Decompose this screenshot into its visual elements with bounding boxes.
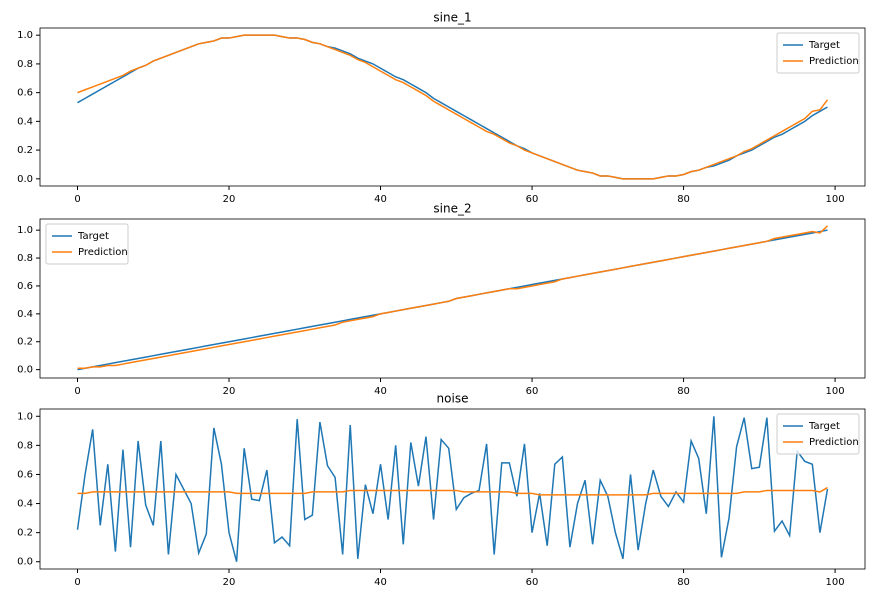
legend-label: Prediction	[78, 247, 128, 258]
subplot: noise 0.0 0.2 0.4 0.6 0.8 1.0 0 20 40 60 80 100 Targe…	[17, 392, 866, 588]
x-tick-label: 80	[677, 577, 690, 588]
y-tick-label: 0.2	[17, 145, 33, 156]
y-tick-label: 0.8	[17, 440, 33, 451]
y-tick-label: 0.0	[17, 365, 33, 376]
axes-frame	[39, 408, 866, 570]
x-tick-label: 0	[74, 577, 80, 588]
legend-label: Target	[808, 40, 840, 51]
series-line	[77, 486, 828, 496]
legend-label: Prediction	[809, 56, 859, 67]
x-tick-label: 40	[374, 386, 387, 397]
x-tick-label: 40	[374, 577, 387, 588]
x-tick-label: 0	[74, 194, 80, 205]
axes-frame	[39, 218, 866, 379]
x-tick-label: 80	[677, 194, 690, 205]
y-tick-label: 1.0	[17, 411, 33, 422]
y-tick-label: 0.8	[17, 59, 33, 70]
y-tick-label: 0.8	[17, 253, 33, 264]
legend: Target Prediction	[776, 413, 860, 455]
y-tick-label: 0.6	[17, 88, 33, 99]
y-tick-label: 1.0	[17, 225, 33, 236]
x-tick-label: 20	[223, 194, 236, 205]
x-tick-label: 0	[74, 386, 80, 397]
legend-box	[776, 413, 860, 455]
subplot-title: noise	[437, 392, 469, 406]
series-line	[77, 34, 828, 180]
legend: Target Prediction	[776, 32, 860, 74]
legend-box	[45, 223, 129, 265]
series-line	[77, 225, 829, 369]
y-tick-label: 0.0	[17, 174, 33, 185]
x-tick-label: 60	[526, 194, 539, 205]
subplot-title: sine_1	[433, 11, 471, 25]
axes-frame	[39, 27, 866, 187]
subplot: sine_2 0.0 0.2 0.4 0.6 0.8 1.0 0 20 40 60 80 100 Targ…	[17, 202, 866, 397]
y-tick-label: 0.4	[17, 499, 33, 510]
y-tick-label: 0.2	[17, 528, 33, 539]
y-tick-label: 0.4	[17, 116, 33, 127]
y-tick-label: 0.6	[17, 469, 33, 480]
subplot-title: sine_2	[433, 202, 471, 216]
x-tick-label: 100	[826, 194, 845, 205]
x-tick-label: 80	[677, 386, 690, 397]
subplot: sine_1 0.0 0.2 0.4 0.6 0.8 1.0 0 20 40 60 80 100 Targ…	[17, 11, 866, 205]
x-tick-label: 100	[826, 577, 845, 588]
x-tick-label: 60	[526, 386, 539, 397]
series-line	[77, 34, 829, 180]
legend-label: Target	[77, 231, 109, 242]
legend: Target Prediction	[45, 223, 129, 265]
y-tick-label: 0.0	[17, 557, 33, 568]
y-tick-label: 0.4	[17, 309, 33, 320]
x-tick-label: 20	[223, 577, 236, 588]
x-tick-label: 20	[223, 386, 236, 397]
x-tick-label: 40	[374, 194, 387, 205]
y-tick-label: 1.0	[17, 30, 33, 41]
y-tick-label: 0.2	[17, 337, 33, 348]
x-tick-label: 60	[526, 577, 539, 588]
x-tick-label: 100	[826, 386, 845, 397]
legend-label: Target	[808, 421, 840, 432]
y-tick-label: 0.6	[17, 281, 33, 292]
legend-box	[776, 32, 860, 74]
series-line	[76, 416, 829, 562]
legend-label: Prediction	[809, 437, 859, 448]
